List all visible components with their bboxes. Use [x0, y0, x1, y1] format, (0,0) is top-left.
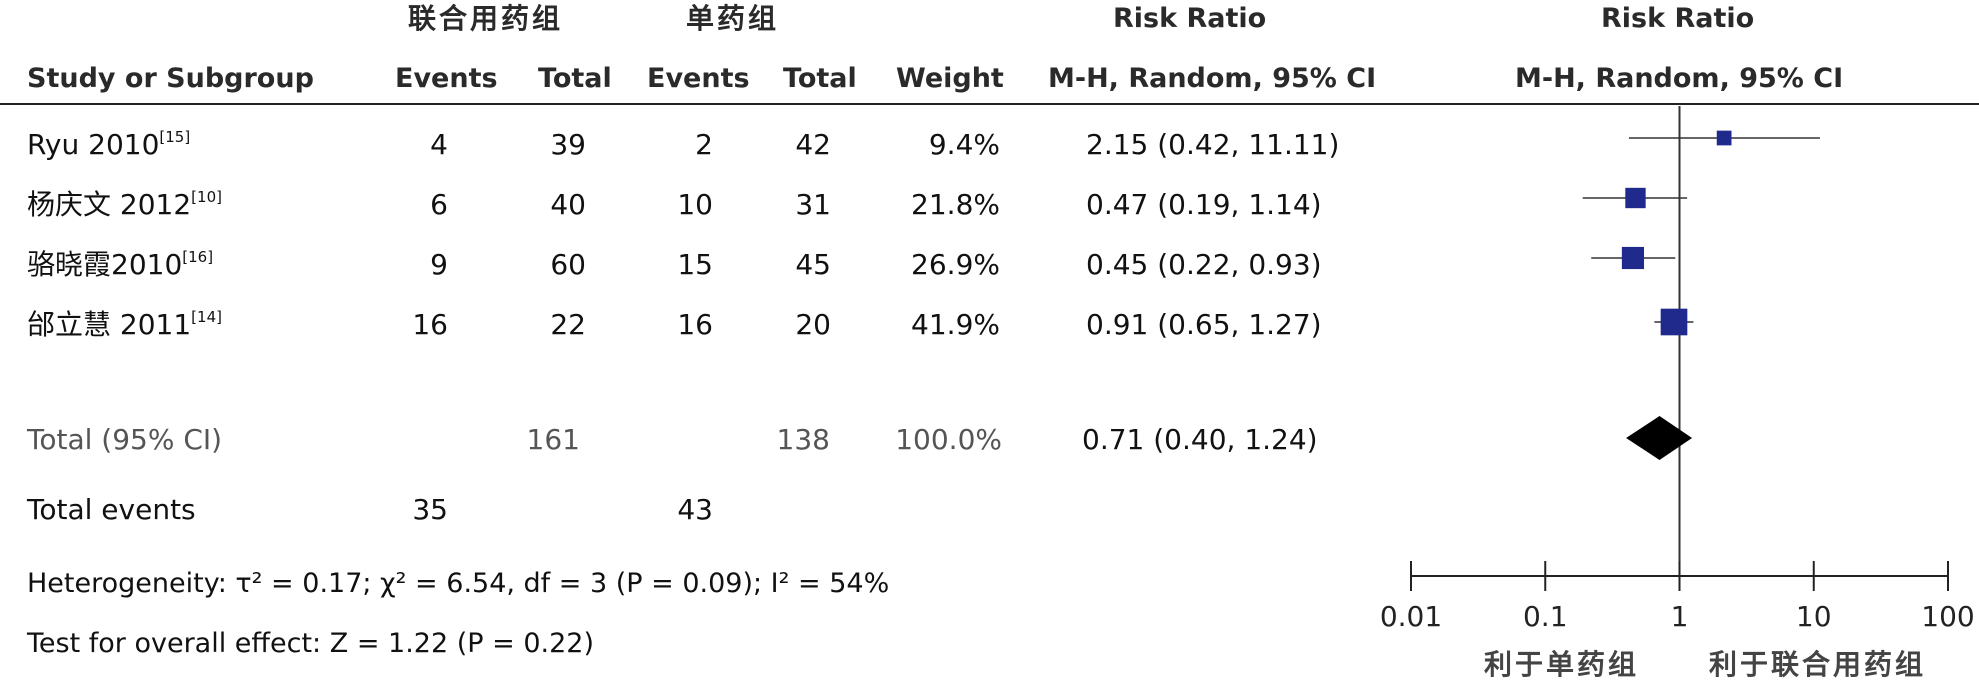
risk-ratio-method-header: M-H, Random, 95% CI: [1048, 63, 1377, 94]
weight-value: 41.9%: [911, 308, 1000, 341]
events-combined: 6: [430, 188, 448, 221]
weight-value: 21.8%: [911, 188, 1000, 221]
favours-combined-label: 利于联合用药组: [1709, 648, 1927, 681]
x-tick-label: 100: [1921, 600, 1974, 633]
total-single: 42: [795, 128, 831, 161]
risk-ratio-value: 2.15 (0.42, 11.11): [1086, 128, 1340, 161]
total-combined: 39: [550, 128, 586, 161]
events-single: 16: [677, 308, 713, 341]
events-combined-header: Events: [395, 63, 498, 94]
plot-title: Risk Ratio: [1601, 3, 1755, 34]
study-point: [1621, 246, 1645, 270]
events-combined: 4: [430, 128, 448, 161]
study-point: [1660, 308, 1688, 336]
events-single-header: Events: [647, 63, 750, 94]
study-name: 邰立慧 2011[14]: [27, 308, 222, 341]
heterogeneity-stats: Heterogeneity: τ² = 0.17; χ² = 6.54, df …: [27, 568, 890, 599]
study-point: [1625, 187, 1646, 209]
x-tick-label: 10: [1796, 600, 1832, 633]
total-combined: 60: [550, 248, 586, 281]
weight-value: 26.9%: [911, 248, 1000, 281]
total-events-single: 43: [677, 493, 713, 526]
total-combined-header: Total: [538, 63, 612, 94]
x-tick-label: 1: [1671, 600, 1689, 633]
study-name: 骆晓霞2010[16]: [27, 248, 214, 281]
risk-ratio-value: 0.91 (0.65, 1.27): [1086, 308, 1322, 341]
group-header-combined: 联合用药组: [408, 2, 564, 35]
total-single: 31: [795, 188, 831, 221]
overall-effect-stats: Test for overall effect: Z = 1.22 (P = 0…: [27, 628, 594, 659]
plot-method-header: M-H, Random, 95% CI: [1515, 63, 1844, 94]
total-single-header: Total: [783, 63, 857, 94]
study-point: [1716, 130, 1732, 146]
total-events-combined: 35: [412, 493, 448, 526]
total-label: Total (95% CI): [27, 423, 223, 456]
weight-value: 9.4%: [928, 128, 1000, 161]
group-header-single: 单药组: [686, 2, 780, 35]
risk-ratio-value: 0.45 (0.22, 0.93): [1086, 248, 1322, 281]
study-column-header: Study or Subgroup: [27, 63, 314, 94]
favours-single-label: 利于单药组: [1484, 648, 1640, 681]
total-combined-sum: 161: [526, 423, 580, 456]
study-name: 杨庆文 2012[10]: [27, 188, 222, 221]
x-tick-label: 0.1: [1523, 600, 1568, 633]
study-name: Ryu 2010[15]: [27, 128, 191, 161]
events-single: 2: [695, 128, 713, 161]
risk-ratio-value: 0.47 (0.19, 1.14): [1086, 188, 1322, 221]
events-combined: 16: [412, 308, 448, 341]
weight-header: Weight: [896, 63, 1004, 94]
events-combined: 9: [430, 248, 448, 281]
total-combined: 22: [550, 308, 586, 341]
total-risk-ratio: 0.71 (0.40, 1.24): [1082, 423, 1318, 456]
events-single: 10: [677, 188, 713, 221]
x-tick-label: 0.01: [1380, 600, 1442, 633]
pooled-diamond: [1626, 416, 1693, 460]
total-combined: 40: [550, 188, 586, 221]
total-events-label: Total events: [27, 493, 196, 526]
total-single: 20: [795, 308, 831, 341]
risk-ratio-title: Risk Ratio: [1113, 3, 1267, 34]
events-single: 15: [677, 248, 713, 281]
total-weight: 100.0%: [895, 423, 1002, 456]
total-single-sum: 138: [776, 423, 830, 456]
header-rule: [0, 103, 1979, 105]
total-single: 45: [795, 248, 831, 281]
